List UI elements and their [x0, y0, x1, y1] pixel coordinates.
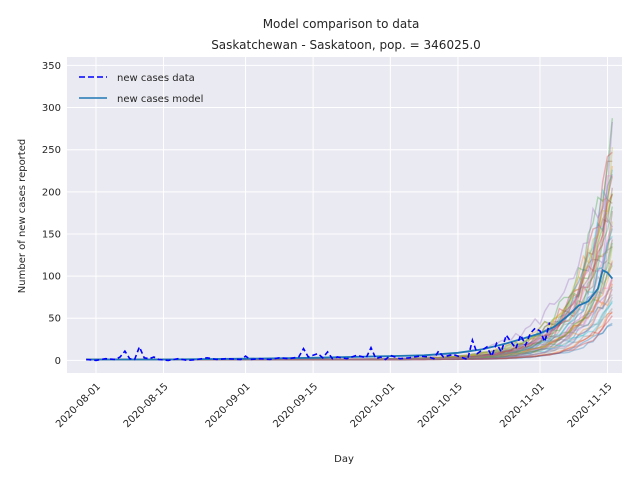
legend: new cases data new cases model [79, 73, 203, 105]
legend-label-model: new cases model [117, 94, 203, 105]
chart-title-block: Model comparison to data Saskatchewan - … [211, 17, 481, 52]
y-axis-ticks: 0 50 100 150 200 250 300 350 [42, 61, 61, 367]
x-axis-ticks: 2020-08-01 2020-08-15 2020-09-01 2020-09-15… [54, 381, 614, 430]
x-tick-label: 2020-08-01 [54, 381, 103, 430]
legend-label-data: new cases data [117, 73, 195, 84]
x-tick-label: 2020-09-15 [271, 381, 320, 430]
chart-subtitle: Saskatchewan - Saskatoon, pop. = 346025.… [211, 38, 481, 52]
series-line-model [86, 268, 613, 361]
x-tick-label: 2020-11-15 [566, 381, 615, 430]
grid-lines [67, 57, 622, 373]
y-tick-label: 50 [48, 314, 61, 325]
x-tick-label: 2020-10-01 [349, 381, 398, 430]
y-tick-label: 0 [55, 356, 61, 367]
y-tick-label: 200 [42, 187, 61, 198]
chart-title: Model comparison to data [263, 17, 420, 31]
y-tick-label: 150 [42, 229, 61, 240]
series-lines [86, 268, 613, 362]
x-tick-label: 2020-09-01 [204, 381, 253, 430]
x-tick-label: 2020-10-15 [416, 381, 465, 430]
y-tick-label: 100 [42, 272, 61, 283]
series-line-data [86, 322, 551, 362]
y-axis-label: Number of new cases reported [17, 139, 28, 293]
y-tick-label: 300 [42, 103, 61, 114]
y-tick-label: 350 [42, 61, 61, 72]
y-tick-label: 250 [42, 145, 61, 156]
plot-area [67, 57, 622, 373]
x-axis-label: Day [334, 454, 354, 465]
x-tick-label: 2020-08-15 [122, 381, 171, 430]
x-tick-label: 2020-11-01 [498, 381, 547, 430]
